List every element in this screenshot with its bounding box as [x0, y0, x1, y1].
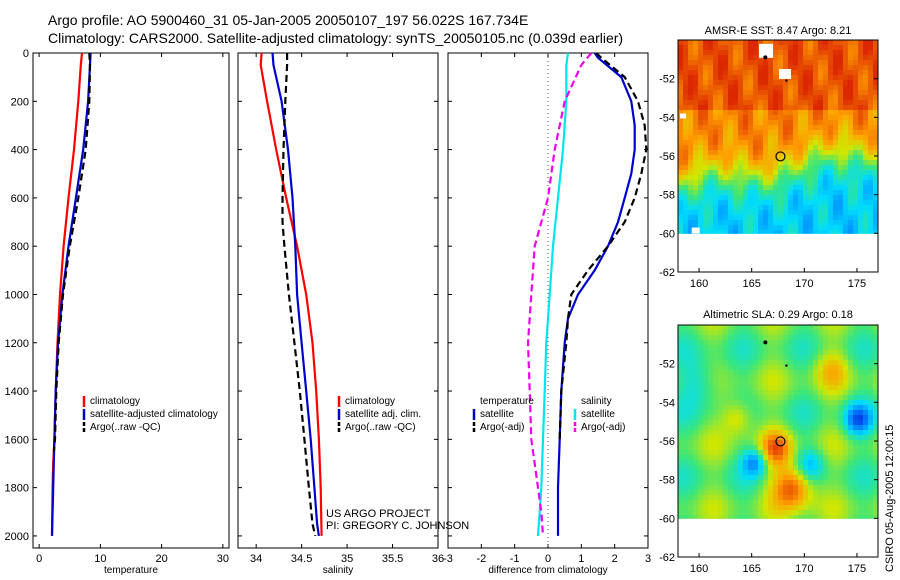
title-line-1: Argo profile: AO 5900460_31 05-Jan-2005 …: [48, 12, 529, 28]
title-line-2: Climatology: CARS2000. Satellite-adjuste…: [48, 30, 624, 46]
x-tick-label: 160: [690, 278, 708, 290]
map-panel-2: Altimetric SLA: 0.29 Argo: 0.18 160 165 170…: [659, 309, 879, 575]
map-panel-1: AMSR-E SST: 8.47 Argo: 8.21 160 165 170 175 -…: [659, 25, 879, 290]
x-tick-label: -2: [476, 553, 486, 565]
legend-entry-2-label: satellite adj. clim.: [345, 409, 421, 420]
legend-entry-1-label: climatology: [90, 396, 140, 407]
y-tick-label: -52: [659, 74, 675, 86]
credit-line-1: US ARGO PROJECT: [326, 508, 431, 520]
track-point-marker: [785, 79, 788, 82]
legend-title-temperature: temperature: [480, 396, 534, 407]
track-point-marker: [785, 364, 788, 367]
profile-panel-1: 0 10 20 30 temperature 0 200 400 600 800 1000 1200 1…: [5, 48, 230, 576]
x-tick-label: 36: [432, 553, 444, 565]
x-tick-label: 3: [645, 553, 651, 565]
legend-entry-2-label: Argo(-adj): [480, 422, 524, 433]
series-line-1: [259, 52, 323, 536]
x-tick-label: 30: [217, 553, 229, 565]
y-tick-label: 1800: [5, 483, 29, 495]
y-tick-label: -62: [659, 267, 675, 279]
x-tick-label: 35: [341, 553, 353, 565]
missing-data-patch: [759, 43, 774, 58]
series-line-4: [526, 52, 593, 536]
y-tick-label: 1400: [5, 386, 29, 398]
y-tick-label: -58: [659, 190, 675, 202]
track-point-marker: [763, 55, 768, 60]
x-tick-label: -3: [443, 553, 453, 565]
y-tick-label: 400: [11, 145, 29, 157]
series-line-2: [50, 52, 92, 536]
x-axis-label: salinity: [323, 565, 354, 576]
profile-panel-2: 34 34.5 35 35.5 36 salinity climatology satelli…: [237, 52, 444, 576]
y-tick-label: -60: [659, 228, 675, 240]
x-tick-label: 165: [743, 278, 761, 290]
series-line-3: [536, 52, 570, 536]
x-tick-label: 0: [545, 553, 551, 565]
y-tick-label: -62: [659, 552, 675, 564]
x-tick-label: 0: [36, 553, 42, 565]
map-field-cells: [678, 40, 879, 234]
y-tick-label: -54: [659, 112, 675, 124]
x-tick-label: 175: [848, 563, 866, 575]
legend-entry-4-label: Argo(-adj): [581, 422, 625, 433]
x-tick-label: 165: [743, 563, 761, 575]
x-tick-label: 10: [94, 553, 106, 565]
x-tick-label: 34.5: [291, 553, 312, 565]
series-line-1: [50, 52, 84, 536]
legend-entry-3-label: satellite: [581, 409, 615, 420]
legend-entry-1-label: climatology: [345, 396, 395, 407]
series-line-3: [52, 52, 92, 452]
x-axis-label: difference from climatology: [488, 565, 607, 576]
y-tick-label: -56: [659, 436, 675, 448]
x-axis-label: temperature: [104, 565, 158, 576]
x-tick-label: 20: [156, 553, 168, 565]
legend-entry-3-label: Argo(..raw -QC): [90, 422, 161, 433]
x-tick-label: 2: [612, 553, 618, 565]
track-point-marker: [763, 340, 768, 345]
x-tick-label: 160: [690, 563, 708, 575]
timestamp-stamp: CSIRO 05-Aug-2005 12:00:15: [884, 424, 896, 572]
y-tick-label: 200: [11, 96, 29, 108]
series-line-2: [271, 52, 320, 537]
legend-title-salinity: salinity: [581, 396, 612, 407]
legend-entry-2-label: satellite-adjusted climatology: [90, 409, 218, 420]
y-tick-label: -54: [659, 397, 675, 409]
y-tick-label: -58: [659, 475, 675, 487]
series-line-1: [556, 52, 636, 536]
y-tick-label: 1600: [5, 434, 29, 446]
x-tick-label: 34: [250, 553, 262, 565]
x-tick-label: 170: [795, 563, 813, 575]
x-tick-label: 1: [578, 553, 584, 565]
series-line-2: [558, 52, 648, 440]
series-line-3: [281, 53, 317, 537]
map-field-cells: [678, 325, 879, 519]
float-position-marker: [775, 436, 786, 447]
y-tick-label: 1200: [5, 338, 29, 350]
x-tick-label: 175: [848, 278, 866, 290]
plot-frame: [237, 52, 439, 549]
map-title: AMSR-E SST: 8.47 Argo: 8.21: [705, 25, 852, 37]
y-tick-label: 0: [23, 48, 29, 60]
y-tick-label: 800: [11, 241, 29, 253]
map-title: Altimetric SLA: 0.29 Argo: 0.18: [703, 309, 853, 321]
missing-data-patch: [680, 113, 687, 119]
legend-entry-1-label: satellite: [480, 409, 514, 420]
missing-data-patch: [779, 69, 792, 79]
legend-entry-3-label: Argo(..raw -QC): [345, 422, 416, 433]
float-position-marker: [775, 151, 786, 162]
credit-line-2: PI: GREGORY C. JOHNSON: [326, 520, 470, 532]
x-tick-label: 35.5: [382, 553, 403, 565]
plot-frame: [32, 52, 230, 549]
x-tick-label: -1: [510, 553, 520, 565]
y-tick-label: -52: [659, 359, 675, 371]
y-tick-label: 2000: [5, 531, 29, 543]
y-tick-label: -60: [659, 513, 675, 525]
y-tick-label: 1000: [5, 289, 29, 301]
x-tick-label: 170: [795, 278, 813, 290]
profile-panel-3: -3 -2 -1 0 1 2 3 difference from climatology tem…: [443, 52, 651, 576]
y-tick-label: 600: [11, 193, 29, 205]
missing-data-patch: [691, 227, 700, 234]
y-tick-label: -56: [659, 151, 675, 163]
